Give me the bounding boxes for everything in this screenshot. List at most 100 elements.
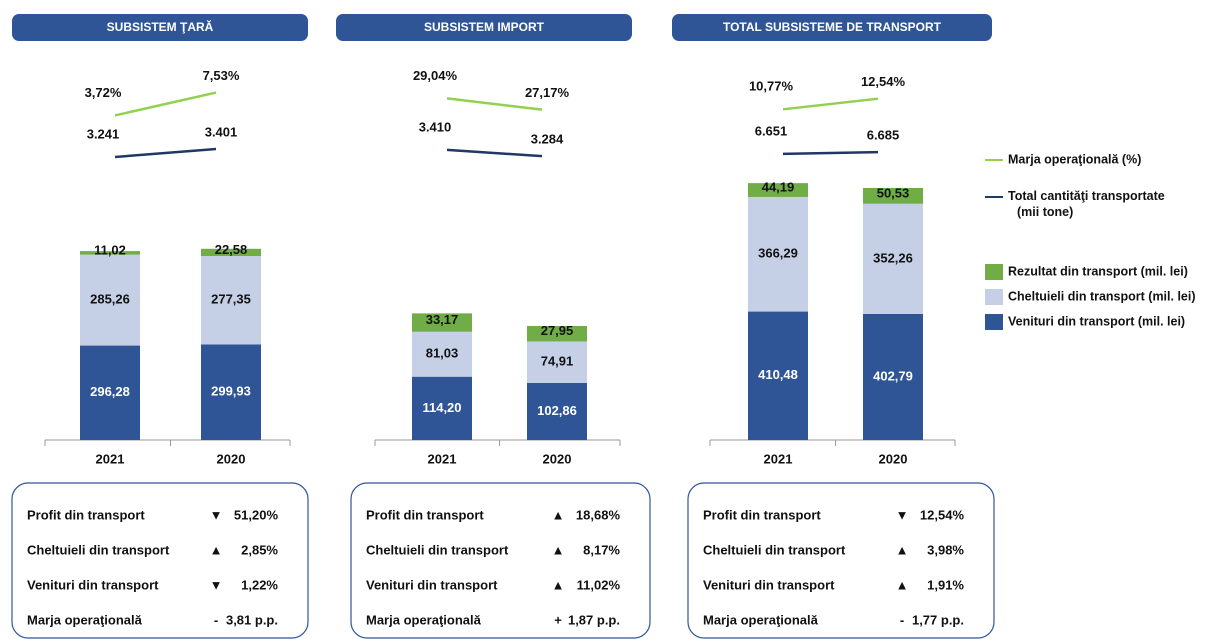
data-label: 44,19: [762, 179, 795, 194]
x-tick-label: 2021: [96, 451, 125, 466]
x-tick-label: 2020: [217, 451, 246, 466]
summary-box: [687, 482, 995, 639]
summary-value: 11,02%: [577, 577, 621, 592]
summary-sign: ▼: [210, 577, 223, 592]
data-label: 299,93: [211, 384, 251, 399]
panel-title-bg: [12, 14, 308, 41]
summary-value: 12,54%: [920, 507, 965, 522]
summary-label: Profit din transport: [366, 507, 484, 522]
bar-segment: [412, 376, 472, 440]
summary-sign: -: [900, 612, 904, 627]
data-label: 410,48: [758, 367, 798, 382]
line-series: [446, 148, 543, 158]
bar-segment: [412, 331, 472, 377]
bar-segment: [527, 325, 587, 342]
panel-title-bg: [336, 14, 632, 41]
line-label: 3.241: [87, 126, 120, 141]
summary-label: Venituri din transport: [27, 577, 159, 592]
legend-label: Marja operaţională (%): [1008, 152, 1141, 166]
line-series: [782, 97, 879, 111]
data-label: 74,91: [541, 354, 574, 369]
summary-sign: ▲: [896, 542, 909, 557]
bar-segment: [748, 311, 808, 440]
bar-segment: [527, 341, 587, 383]
data-label: 402,79: [873, 368, 913, 383]
data-label: 81,03: [426, 346, 459, 361]
line-label: 3.284: [531, 132, 564, 147]
bar-segment: [748, 196, 808, 312]
line-label: 3.410: [419, 119, 452, 134]
x-tick-label: 2020: [879, 451, 908, 466]
panel-title: SUBSISTEM ŢARĂ: [107, 19, 214, 34]
line-label: 3.401: [205, 124, 238, 139]
line-label: 6.685: [867, 128, 900, 143]
legend-swatch: [985, 289, 1003, 305]
bar-segment: [748, 183, 808, 197]
data-label: 366,29: [758, 246, 798, 261]
bar-segment: [80, 254, 140, 346]
line-label: 29,04%: [413, 68, 458, 83]
legend-label: Total cantităţi transportate (mii tone): [1008, 189, 1165, 219]
bar-segment: [863, 313, 923, 440]
data-label: 33,17: [426, 312, 459, 327]
summary-sign: -: [214, 612, 218, 627]
line-label: 10,77%: [749, 79, 794, 94]
legend-swatch: [985, 314, 1003, 330]
summary-label: Cheltuieli din transport: [703, 542, 846, 557]
legend-label: Venituri din transport (mil. lei): [1008, 314, 1185, 328]
bar-segment: [80, 345, 140, 440]
data-label: 277,35: [211, 292, 251, 307]
summary-value: 1,77 p.p.: [912, 612, 964, 627]
panel-title: SUBSISTEM IMPORT: [424, 20, 545, 34]
data-label: 22,58: [215, 242, 248, 257]
summary-box: [11, 482, 309, 639]
line-label: 27,17%: [525, 85, 570, 100]
summary-sign: ▼: [210, 507, 223, 522]
data-label: 352,26: [873, 250, 913, 265]
summary-sign: ▼: [896, 507, 909, 522]
bar-segment: [201, 248, 261, 256]
line-label: 3,72%: [85, 85, 122, 100]
legend-label: Cheltuieli din transport (mil. lei): [1008, 289, 1196, 303]
summary-value: 3,98%: [927, 542, 964, 557]
line-label: 7,53%: [203, 68, 240, 83]
summary-value: 3,81 p.p.: [226, 612, 278, 627]
bar-segment: [412, 313, 472, 332]
data-label: 296,28: [90, 384, 130, 399]
summary-label: Marja operaţională: [703, 612, 819, 627]
summary-value: 1,87 p.p.: [568, 612, 620, 627]
line-series: [114, 91, 217, 117]
summary-sign: ▲: [210, 542, 223, 557]
summary-value: 2,85%: [241, 542, 278, 557]
summary-value: 18,68%: [576, 507, 621, 522]
summary-sign: +: [554, 612, 562, 627]
summary-value: 51,20%: [234, 507, 279, 522]
summary-label: Cheltuieli din transport: [366, 542, 509, 557]
bar-segment: [201, 255, 261, 345]
summary-sign: ▲: [552, 542, 565, 557]
summary-value: 8,17%: [583, 542, 620, 557]
summary-label: Cheltuieli din transport: [27, 542, 170, 557]
data-label: 285,26: [90, 292, 130, 307]
bar-segment: [80, 251, 140, 255]
panel-title: TOTAL SUBSISTEME DE TRANSPORT: [723, 20, 942, 34]
data-label: 102,86: [537, 403, 577, 418]
line-series: [446, 97, 543, 111]
summary-label: Venituri din transport: [703, 577, 835, 592]
x-tick-label: 2020: [543, 451, 572, 466]
x-tick-label: 2021: [428, 451, 457, 466]
bar-segment: [527, 382, 587, 440]
summary-label: Profit din transport: [703, 507, 821, 522]
legend-swatch: [985, 264, 1003, 280]
line-label: 12,54%: [861, 74, 906, 89]
line-series: [114, 147, 217, 159]
line-series: [782, 150, 879, 156]
summary-sign: ▲: [896, 577, 909, 592]
line-label: 6.651: [755, 123, 788, 138]
x-tick-label: 2021: [764, 451, 793, 466]
data-label: 114,20: [422, 400, 461, 415]
data-label: 11,02: [94, 242, 126, 257]
summary-sign: ▲: [552, 507, 565, 522]
summary-sign: ▲: [552, 577, 565, 592]
